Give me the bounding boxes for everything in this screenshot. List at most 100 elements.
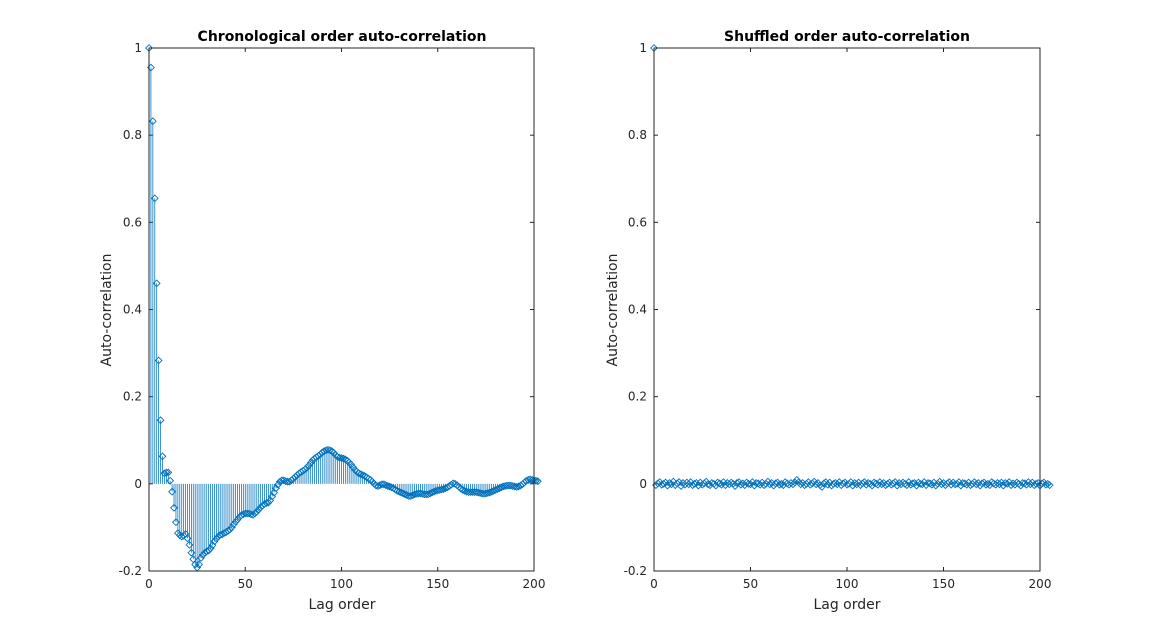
diamond-marker bbox=[170, 503, 178, 512]
diamond-marker bbox=[275, 477, 284, 486]
diamond-marker bbox=[274, 480, 282, 489]
x-axis-label: Lag order bbox=[813, 597, 880, 613]
diamond-marker bbox=[187, 548, 196, 557]
diamond-marker bbox=[395, 487, 404, 496]
diamond-marker bbox=[906, 480, 915, 489]
diamond-marker bbox=[179, 531, 188, 540]
x-tick-label: 50 bbox=[238, 577, 253, 591]
diamond-marker bbox=[706, 481, 714, 490]
diamond-marker bbox=[408, 491, 417, 500]
diamond-marker bbox=[673, 479, 682, 488]
diamond-marker bbox=[922, 481, 931, 490]
diamond-marker bbox=[245, 509, 254, 518]
chart-title: Shuffled order auto-correlation bbox=[724, 29, 970, 45]
diamond-marker bbox=[223, 526, 232, 535]
diamond-marker bbox=[264, 498, 273, 507]
diamond-marker bbox=[283, 477, 292, 486]
diamond-marker bbox=[347, 460, 356, 469]
diamond-marker bbox=[692, 479, 701, 487]
diamond-marker bbox=[734, 478, 743, 487]
diamond-marker bbox=[154, 356, 163, 365]
diamond-marker bbox=[339, 454, 348, 463]
diamond-marker bbox=[680, 480, 689, 489]
diamond-marker bbox=[385, 482, 394, 491]
diamond-marker bbox=[686, 478, 695, 487]
diamond-marker bbox=[227, 523, 236, 532]
diamond-marker bbox=[225, 525, 234, 534]
diamond-marker bbox=[1007, 481, 1015, 490]
diamond-marker bbox=[399, 489, 408, 498]
diamond-marker bbox=[721, 481, 730, 490]
diamond-marker bbox=[713, 478, 722, 487]
diamond-marker bbox=[302, 463, 311, 472]
diamond-marker bbox=[195, 560, 203, 569]
diamond-marker bbox=[771, 479, 780, 488]
diamond-marker bbox=[358, 471, 367, 480]
diamond-marker bbox=[501, 482, 510, 490]
x-tick-label: 150 bbox=[426, 577, 449, 591]
diamond-marker bbox=[426, 489, 434, 498]
diamond-marker bbox=[1003, 479, 1012, 488]
diamond-marker bbox=[789, 480, 797, 489]
y-tick-label: 0 bbox=[134, 477, 142, 491]
diamond-marker bbox=[835, 478, 844, 487]
diamond-marker bbox=[497, 483, 506, 492]
y-tick-label: 0.2 bbox=[628, 390, 647, 404]
diamond-marker bbox=[314, 452, 323, 460]
diamond-marker bbox=[333, 452, 342, 461]
diamond-marker bbox=[864, 479, 873, 487]
diamond-marker bbox=[289, 474, 298, 483]
diamond-marker bbox=[489, 486, 498, 495]
diamond-marker bbox=[172, 518, 180, 527]
diamond-marker bbox=[985, 481, 994, 490]
diamond-marker bbox=[162, 468, 171, 477]
diamond-marker bbox=[810, 477, 819, 486]
diamond-marker bbox=[460, 486, 469, 495]
diamond-marker bbox=[495, 484, 504, 493]
diamond-marker bbox=[870, 478, 878, 487]
diamond-marker bbox=[1005, 478, 1014, 487]
axis-ticks: 0 50 100 150 200-0.200.20.40.60.81 bbox=[119, 41, 546, 591]
diamond-marker bbox=[862, 480, 871, 489]
diamond-marker bbox=[839, 479, 848, 488]
x-tick-label: 150 bbox=[932, 577, 955, 591]
diamond-marker bbox=[744, 479, 753, 488]
diamond-marker bbox=[291, 472, 300, 481]
x-tick-label: 0 bbox=[650, 577, 658, 591]
diamond-marker bbox=[152, 279, 161, 288]
diamond-marker bbox=[422, 490, 431, 499]
diamond-marker bbox=[485, 488, 494, 497]
diamond-marker bbox=[481, 489, 490, 498]
x-tick-label: 50 bbox=[743, 577, 758, 591]
diamond-marker bbox=[306, 458, 315, 467]
diamond-marker bbox=[978, 479, 987, 488]
diamond-marker bbox=[237, 511, 246, 520]
diamond-marker bbox=[412, 489, 421, 498]
diamond-marker bbox=[158, 452, 167, 461]
diamond-marker bbox=[707, 479, 716, 487]
diamond-marker bbox=[785, 480, 794, 489]
diamond-marker bbox=[397, 488, 406, 497]
x-tick-label: 0 bbox=[145, 577, 153, 591]
diamond-marker bbox=[858, 479, 867, 488]
x-tick-label: 100 bbox=[836, 577, 859, 591]
diamond-marker bbox=[958, 479, 967, 487]
diamond-marker bbox=[183, 534, 192, 543]
diamond-marker bbox=[212, 534, 221, 543]
y-tick-label: 0.2 bbox=[123, 390, 142, 404]
y-tick-label: -0.2 bbox=[624, 564, 647, 578]
diamond-marker bbox=[349, 463, 357, 472]
diamond-marker bbox=[910, 479, 919, 487]
diamond-marker bbox=[229, 520, 238, 529]
diamond-marker bbox=[790, 478, 799, 487]
x-axis-label: Lag order bbox=[308, 597, 375, 613]
diamond-marker bbox=[512, 482, 521, 491]
diamond-marker bbox=[964, 478, 973, 487]
data-markers bbox=[145, 44, 542, 572]
data-stems bbox=[653, 48, 1051, 487]
diamond-marker bbox=[198, 550, 207, 559]
diamond-marker bbox=[435, 485, 444, 494]
plot-frame bbox=[148, 47, 535, 572]
diamond-marker bbox=[387, 483, 396, 492]
diamond-marker bbox=[669, 477, 678, 486]
